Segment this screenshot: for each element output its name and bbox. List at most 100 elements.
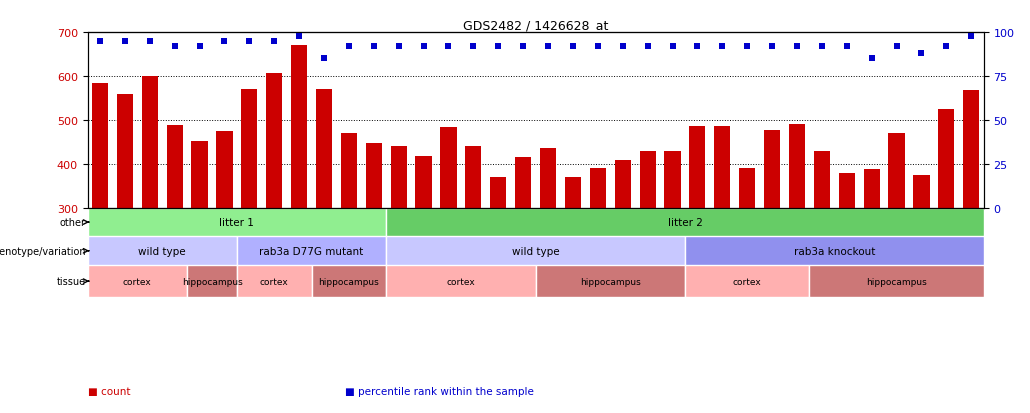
Point bbox=[664, 44, 681, 50]
Bar bbox=[914, 176, 929, 208]
Text: rab3a knockout: rab3a knockout bbox=[793, 246, 876, 256]
Point bbox=[914, 51, 930, 57]
Point bbox=[863, 56, 880, 63]
Bar bbox=[88, 237, 237, 266]
Point bbox=[341, 44, 357, 50]
Bar bbox=[540, 149, 556, 208]
Bar bbox=[241, 90, 258, 208]
Point bbox=[266, 38, 282, 45]
Bar bbox=[341, 133, 357, 208]
Bar bbox=[590, 169, 606, 208]
Text: cortex: cortex bbox=[123, 277, 151, 286]
Bar bbox=[266, 74, 282, 208]
Text: hippocampus: hippocampus bbox=[580, 277, 641, 286]
Bar bbox=[664, 151, 681, 208]
Bar bbox=[192, 142, 208, 208]
Text: genotype/variation: genotype/variation bbox=[0, 246, 85, 256]
Point bbox=[192, 44, 208, 50]
Bar bbox=[311, 266, 386, 297]
Point bbox=[290, 33, 307, 40]
Point bbox=[92, 38, 108, 45]
Point bbox=[116, 38, 133, 45]
Bar bbox=[515, 158, 531, 208]
Text: wild type: wild type bbox=[512, 246, 559, 256]
Text: hippocampus: hippocampus bbox=[318, 277, 379, 286]
Point bbox=[640, 44, 656, 50]
Text: rab3a D77G mutant: rab3a D77G mutant bbox=[260, 246, 364, 256]
Point bbox=[838, 44, 855, 50]
Text: wild type: wild type bbox=[138, 246, 186, 256]
Bar bbox=[237, 266, 311, 297]
Bar bbox=[810, 266, 984, 297]
Point bbox=[515, 44, 531, 50]
Point bbox=[241, 38, 258, 45]
Bar bbox=[863, 170, 880, 208]
Text: tissue: tissue bbox=[57, 276, 85, 287]
Bar bbox=[814, 151, 830, 208]
Point bbox=[714, 44, 730, 50]
Point bbox=[415, 44, 432, 50]
Bar bbox=[689, 126, 706, 208]
Bar bbox=[838, 173, 855, 208]
Bar bbox=[116, 94, 133, 208]
Text: ■ percentile rank within the sample: ■ percentile rank within the sample bbox=[345, 387, 534, 396]
Point bbox=[888, 44, 904, 50]
Bar bbox=[938, 110, 955, 208]
Bar bbox=[291, 46, 307, 208]
Bar bbox=[386, 266, 536, 297]
Bar bbox=[685, 266, 810, 297]
Point bbox=[739, 44, 755, 50]
Bar bbox=[740, 169, 755, 208]
Point bbox=[490, 44, 507, 50]
Bar bbox=[714, 126, 730, 208]
Point bbox=[440, 44, 456, 50]
Point bbox=[589, 44, 606, 50]
Bar bbox=[415, 157, 432, 208]
Bar bbox=[536, 266, 685, 297]
Bar bbox=[92, 84, 108, 208]
Text: hippocampus: hippocampus bbox=[866, 277, 927, 286]
Point bbox=[814, 44, 830, 50]
Bar bbox=[167, 126, 182, 208]
Point bbox=[789, 44, 805, 50]
Bar bbox=[441, 128, 456, 208]
Point bbox=[141, 38, 158, 45]
Point bbox=[216, 38, 233, 45]
Text: cortex: cortex bbox=[447, 277, 475, 286]
Bar bbox=[685, 237, 984, 266]
Bar bbox=[466, 147, 481, 208]
Bar bbox=[386, 208, 984, 237]
Bar bbox=[490, 178, 507, 208]
Title: GDS2482 / 1426628_at: GDS2482 / 1426628_at bbox=[462, 19, 609, 32]
Text: litter 2: litter 2 bbox=[667, 218, 702, 228]
Point bbox=[540, 44, 556, 50]
Bar bbox=[88, 208, 386, 237]
Text: ■ count: ■ count bbox=[88, 387, 130, 396]
Point bbox=[615, 44, 631, 50]
Bar bbox=[564, 178, 581, 208]
Point bbox=[963, 33, 980, 40]
Point bbox=[390, 44, 407, 50]
Bar bbox=[789, 125, 805, 208]
Bar bbox=[386, 237, 685, 266]
Text: cortex: cortex bbox=[732, 277, 761, 286]
Bar bbox=[316, 90, 332, 208]
Point bbox=[564, 44, 581, 50]
Bar bbox=[889, 134, 904, 208]
Point bbox=[366, 44, 382, 50]
Bar bbox=[615, 161, 630, 208]
Bar bbox=[764, 130, 780, 208]
Bar bbox=[142, 76, 158, 208]
Point bbox=[938, 44, 955, 50]
Bar bbox=[88, 266, 187, 297]
Bar bbox=[366, 144, 382, 208]
Text: litter 1: litter 1 bbox=[219, 218, 254, 228]
Text: cortex: cortex bbox=[260, 277, 288, 286]
Point bbox=[764, 44, 781, 50]
Bar bbox=[237, 237, 386, 266]
Bar bbox=[390, 147, 407, 208]
Point bbox=[167, 44, 183, 50]
Bar bbox=[187, 266, 237, 297]
Point bbox=[316, 56, 333, 63]
Bar bbox=[640, 151, 656, 208]
